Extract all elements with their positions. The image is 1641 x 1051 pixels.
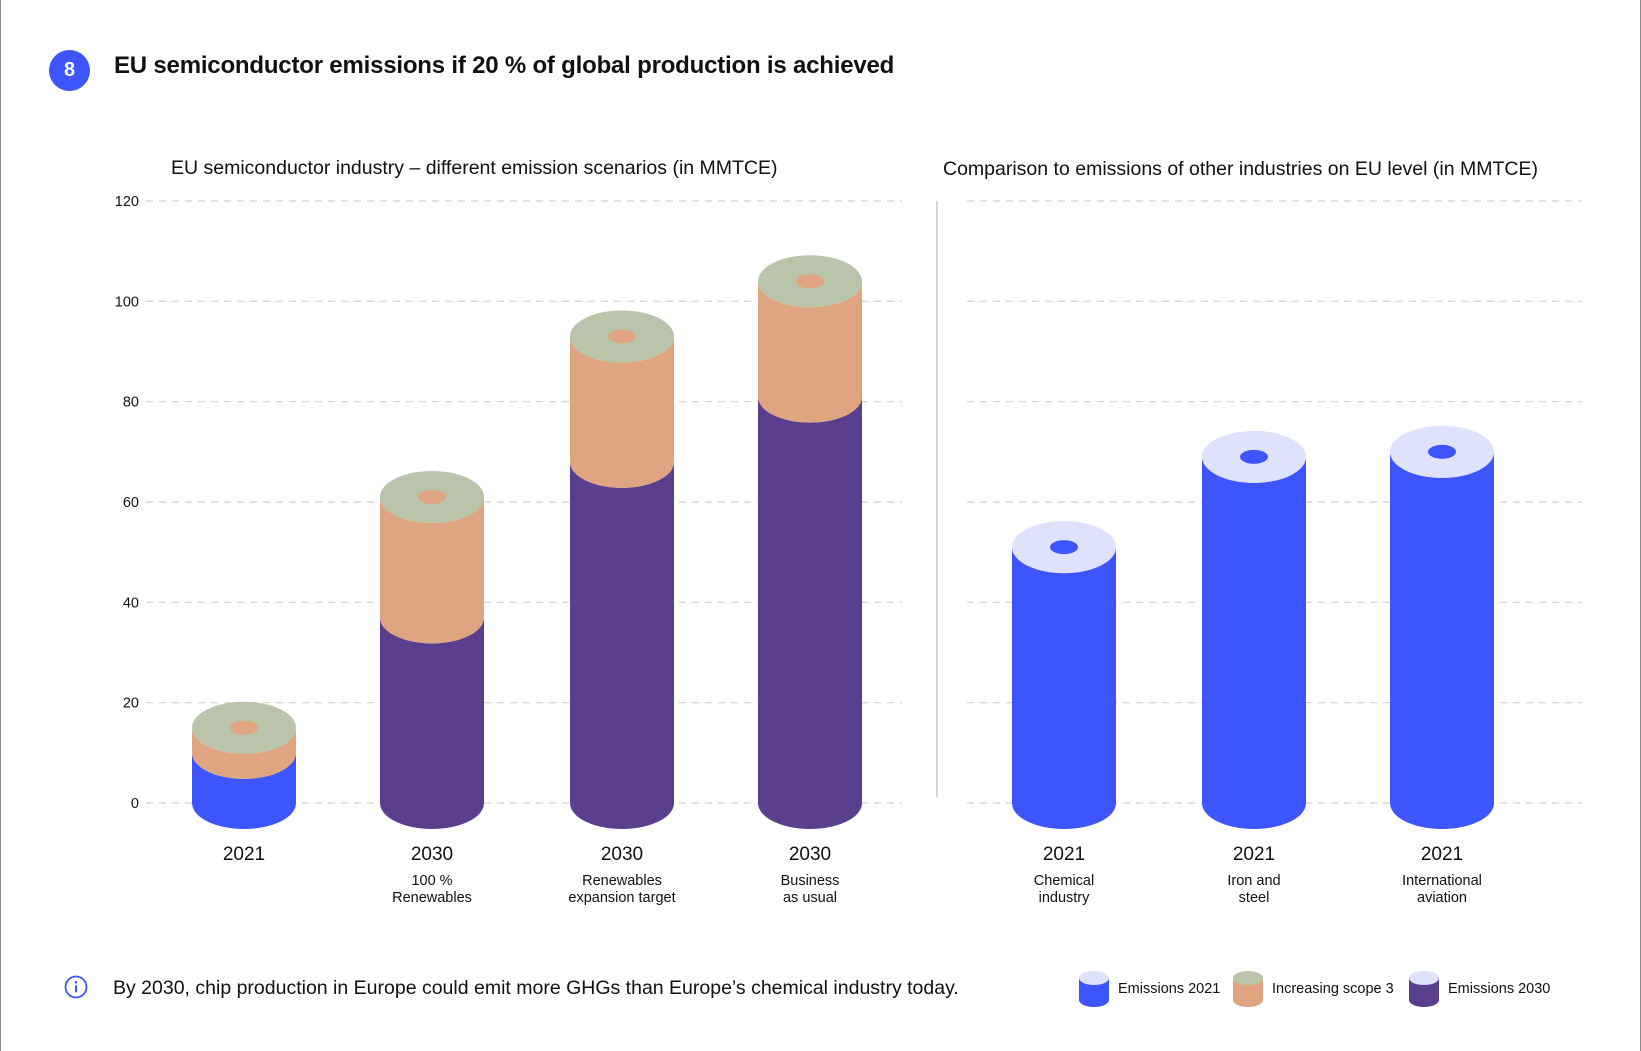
x-tick-year: 2021: [223, 844, 265, 865]
info-note: By 2030, chip production in Europe could…: [113, 977, 959, 999]
info-icon: [64, 975, 88, 999]
y-tick-label: 0: [131, 796, 139, 812]
bar-hole: [418, 489, 446, 504]
y-tick-label: 100: [115, 294, 139, 310]
x-tick-year: 2030: [789, 844, 831, 865]
x-tick-sublabel: Chemical: [1034, 873, 1094, 889]
x-tick-year: 2021: [1421, 844, 1463, 865]
y-tick-label: 20: [123, 696, 139, 712]
page-title: EU semiconductor emissions if 20 % of gl…: [114, 52, 895, 79]
legend-cylinder-top: [1233, 971, 1263, 985]
legend-cylinder-orange-icon: [1233, 971, 1263, 1007]
legend-cylinder-body: [1409, 978, 1439, 1007]
x-tick-sublabel: Iron and: [1227, 873, 1280, 889]
legend-cylinder-body: [1079, 978, 1109, 1007]
x-tick-year: 2030: [411, 844, 453, 865]
bar-segment-scope3: [758, 281, 862, 423]
y-tick-label: 40: [123, 595, 139, 611]
legend-item-emissions-2021: Emissions 2021: [1078, 970, 1220, 1008]
bar-emissions-2021: [1012, 547, 1116, 829]
bar-segment-scope3: [380, 496, 484, 644]
legend-item-emissions-2030: Emissions 2030: [1408, 970, 1550, 1008]
figure-number-badge: 8: [49, 50, 90, 91]
right-chart-title: Comparison to emissions of other industr…: [943, 158, 1538, 180]
bar-segment-emissions-2030: [570, 461, 674, 829]
figure-number: 8: [63, 59, 76, 81]
x-tick-year: 2030: [601, 844, 643, 865]
legend-item-scope3: Increasing scope 3: [1232, 970, 1394, 1008]
legend-cylinder-purple-icon: [1409, 971, 1439, 1007]
x-tick-sublabel: industry: [1039, 890, 1091, 906]
bar-emissions-2021: [1390, 451, 1494, 829]
bar-hole: [796, 274, 824, 289]
x-tick-year: 2021: [1043, 844, 1085, 865]
bar-segment-emissions-2030: [758, 396, 862, 829]
y-tick-label: 80: [123, 395, 139, 411]
y-tick-label: 120: [115, 194, 139, 210]
legend-cylinder-top: [1079, 971, 1109, 985]
bar-segment-scope3: [570, 336, 674, 488]
x-tick-sublabel: Renewables: [392, 890, 472, 906]
left-chart-title: EU semiconductor industry – different em…: [171, 157, 778, 179]
bar-hole: [1240, 449, 1268, 464]
x-tick-sublabel: Renewables: [582, 873, 662, 889]
x-tick-sublabel: 100 %: [411, 873, 452, 889]
legend-cylinder-top: [1409, 971, 1439, 985]
legend-cylinder-body: [1233, 978, 1263, 1007]
x-tick-year: 2021: [1233, 844, 1275, 865]
bar-hole: [608, 329, 636, 344]
bar-emissions-2021: [1202, 456, 1306, 829]
x-tick-sublabel: Business: [781, 873, 840, 889]
legend-label: Emissions 2021: [1118, 981, 1221, 997]
bar-segment-scope3: [192, 727, 296, 779]
x-tick-sublabel: as usual: [783, 890, 837, 906]
x-tick-sublabel: aviation: [1417, 890, 1467, 906]
legend-label: Emissions 2030: [1448, 981, 1551, 997]
bar-hole: [230, 720, 258, 735]
x-tick-sublabel: steel: [1239, 890, 1270, 906]
legend-cylinder-blue-icon: [1079, 971, 1109, 1007]
bar-segment-emissions-2030: [380, 617, 484, 829]
bar-hole: [1050, 540, 1078, 555]
x-tick-sublabel: International: [1402, 873, 1482, 889]
x-tick-sublabel: expansion target: [568, 890, 675, 906]
y-tick-label: 60: [123, 495, 139, 511]
bar-hole: [1428, 444, 1456, 459]
legend-label: Increasing scope 3: [1272, 981, 1394, 997]
bar-segment-emissions-2021: [192, 752, 296, 829]
